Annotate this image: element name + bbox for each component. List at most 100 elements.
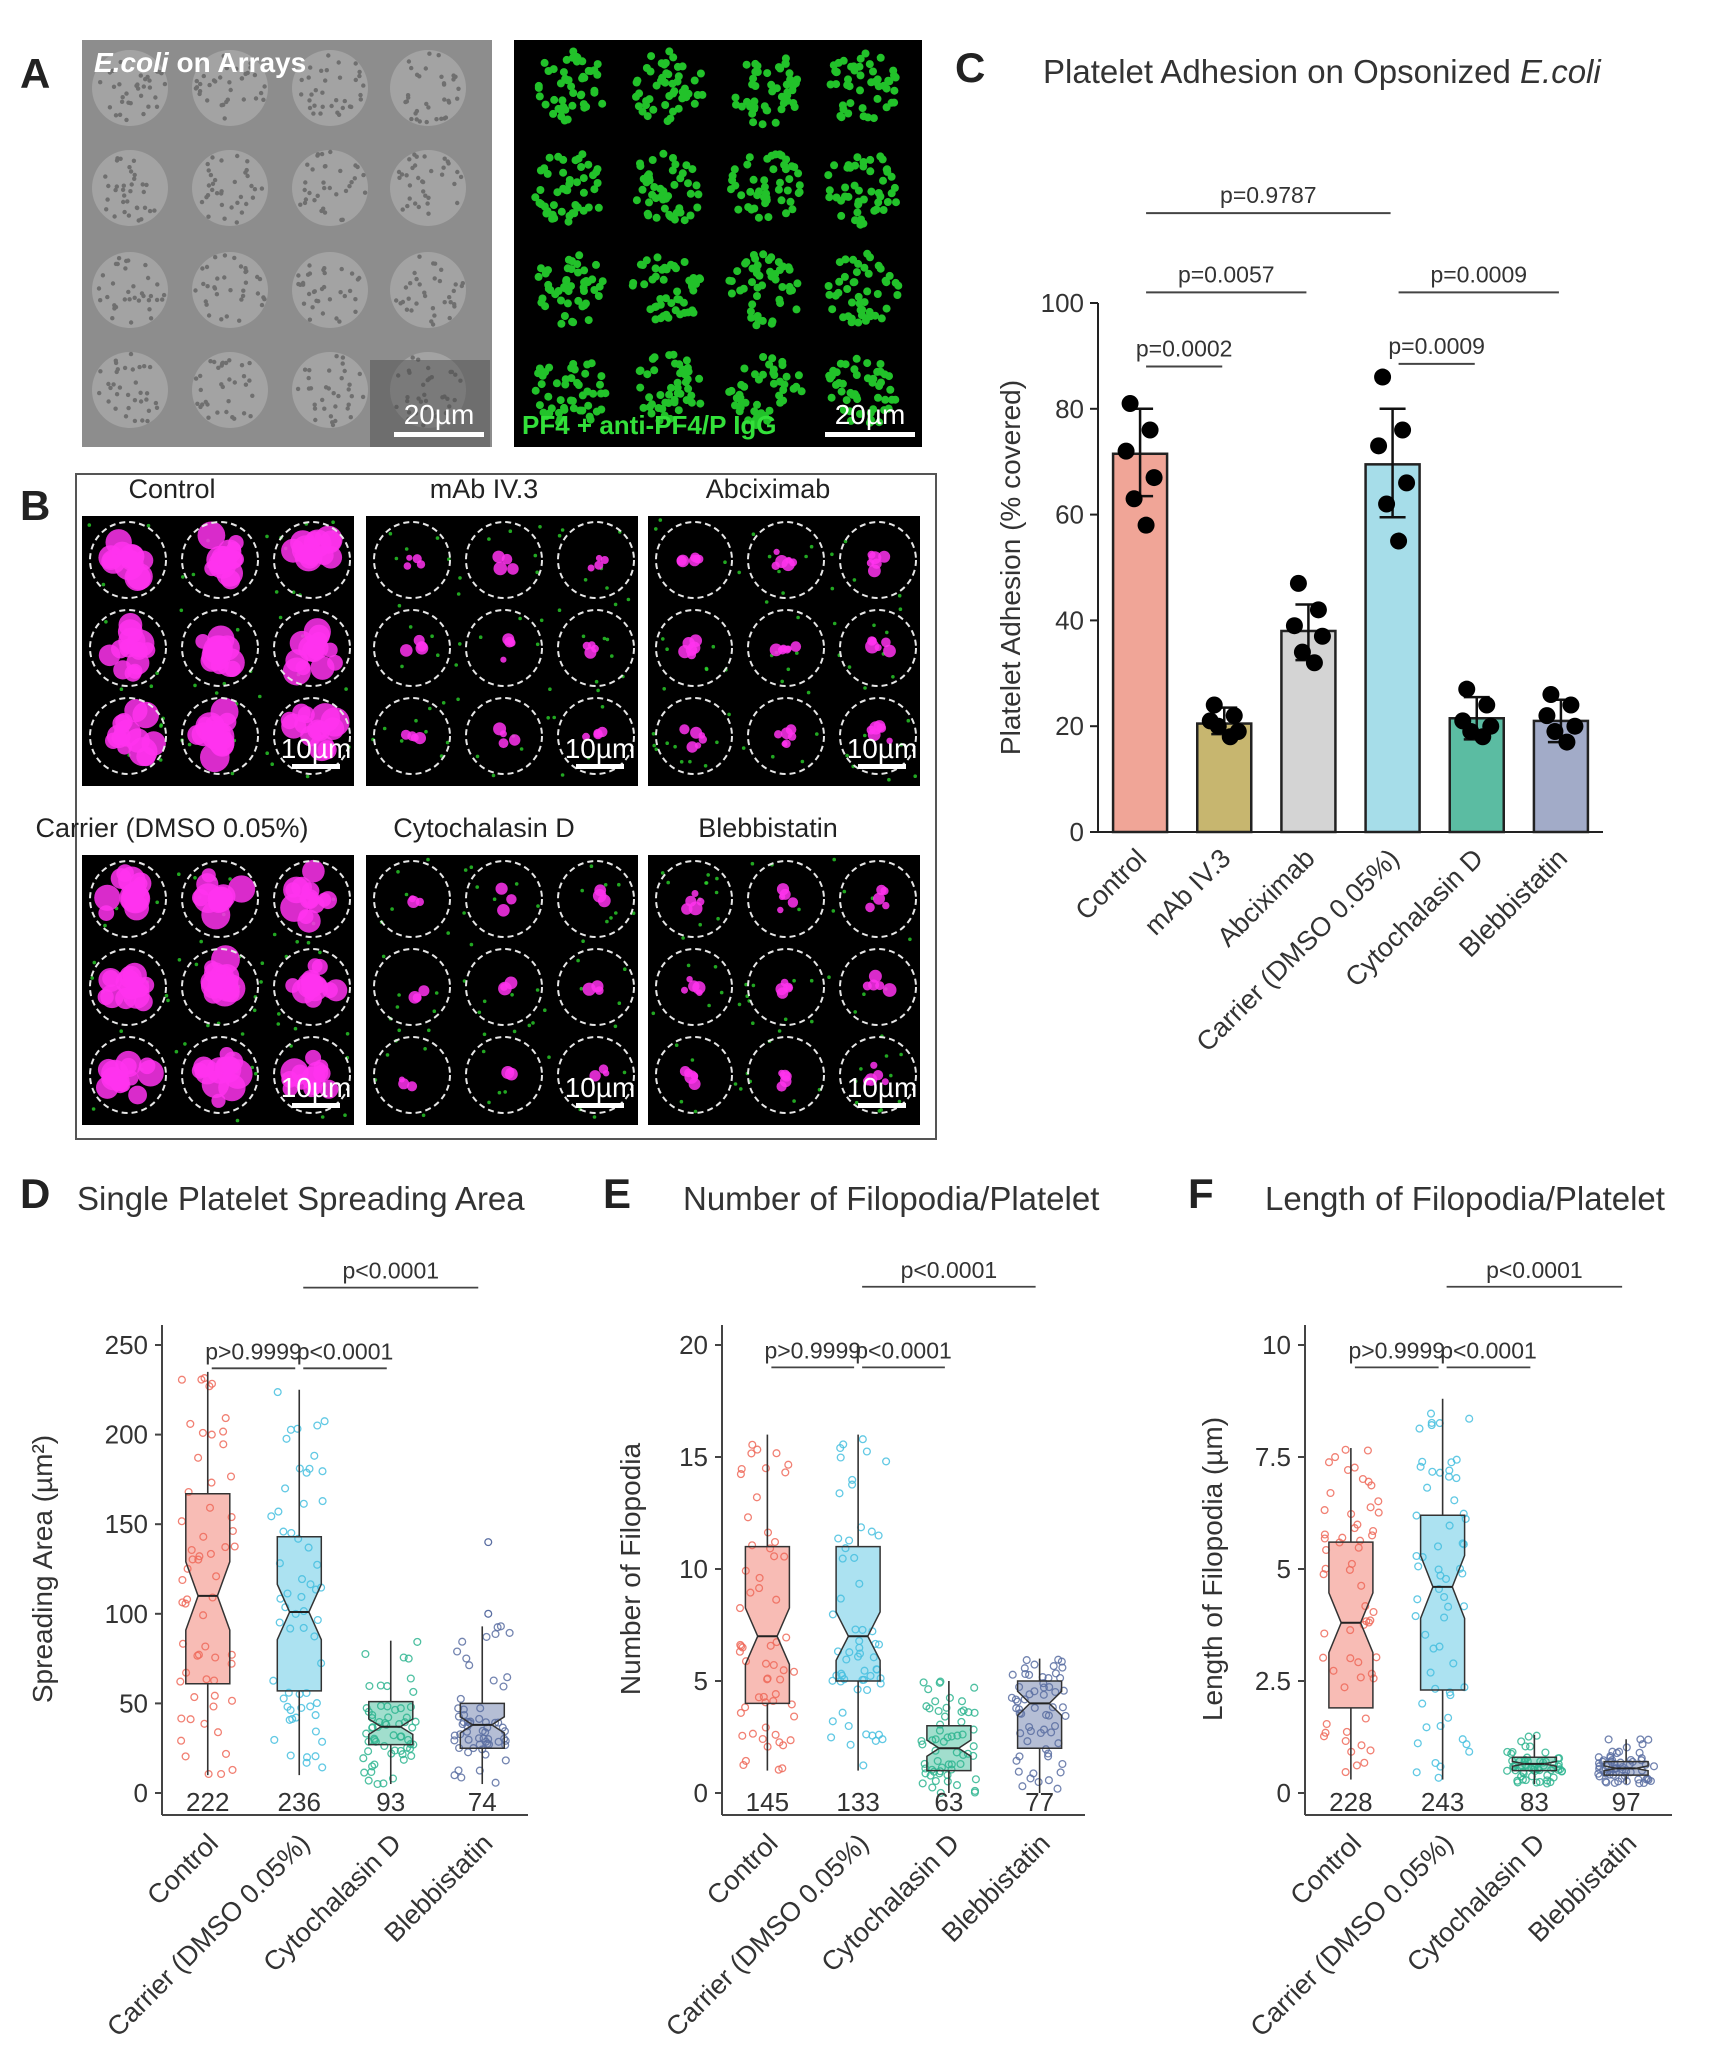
data-point [1022, 1656, 1031, 1665]
fluor-bacterium [560, 312, 569, 320]
data-point [1604, 1735, 1613, 1744]
fluor-bacterium [832, 68, 841, 76]
fluor-bacterium [536, 186, 545, 194]
bacterium-dot [815, 732, 819, 736]
fluor-bacterium [564, 287, 573, 296]
data-point [736, 1640, 745, 1649]
bright-bacterium [358, 97, 363, 102]
fluor-bacterium [876, 360, 885, 368]
bright-bacterium [327, 185, 332, 191]
bright-bacterium [205, 161, 210, 167]
data-point [1025, 1722, 1034, 1732]
fluor-bacterium [628, 281, 637, 290]
data-point [863, 1685, 872, 1695]
bright-bacterium [426, 211, 431, 216]
fluor-bacterium [652, 302, 661, 311]
array-spot-outline [373, 1036, 451, 1114]
bacterium-dot [462, 911, 466, 915]
fluor-bacterium [588, 275, 597, 284]
fluor-bacterium [797, 387, 806, 396]
data-point [1360, 1758, 1369, 1767]
bright-bacterium [222, 116, 227, 121]
platelet-blob [191, 1062, 208, 1079]
fluor-ecoli-cluster [628, 253, 705, 324]
bacterium-dot [662, 687, 666, 691]
condition-label: mAb IV.3 [430, 474, 539, 504]
scale-bar-a2 [825, 432, 915, 437]
data-point [1352, 1761, 1361, 1770]
data-point [925, 1704, 934, 1713]
n-label: 228 [1329, 1787, 1372, 1817]
data-point [202, 1675, 211, 1684]
data-point [279, 1694, 288, 1703]
bright-bacterium [138, 399, 144, 404]
bacterium-dot [456, 592, 461, 596]
bright-bacterium [103, 174, 108, 179]
data-point [275, 1559, 284, 1568]
data-point [1363, 1446, 1372, 1455]
panel-e-box-chart: Number of Filopodia/Platelet 05101520Num… [615, 1180, 1099, 2042]
bright-bacterium [436, 53, 441, 58]
bright-bacterium [418, 399, 424, 404]
fluor-bacterium [876, 53, 885, 62]
data-point [828, 1610, 837, 1619]
data-point [1042, 1710, 1051, 1719]
bright-bacterium [235, 153, 240, 159]
platelet-blob [784, 645, 792, 653]
bright-bacterium [262, 84, 267, 89]
fluor-bacterium [694, 190, 703, 199]
data-point [1636, 1735, 1645, 1744]
fluor-bacterium [550, 214, 559, 223]
platelet-blob [598, 1064, 609, 1074]
data-point [828, 1676, 837, 1685]
bacterium-dot [527, 1023, 532, 1028]
fluor-bacterium [648, 275, 657, 284]
bright-bacterium [227, 377, 232, 382]
fluor-bacterium [544, 392, 553, 401]
fluor-bacterium [783, 91, 792, 100]
bright-bacterium [130, 58, 135, 63]
data-point [970, 1788, 979, 1797]
bacterium-dot [605, 637, 610, 642]
fluor-bacterium [551, 290, 560, 299]
fluor-bacterium [746, 307, 755, 316]
bright-bacterium [98, 369, 103, 374]
scale-bar-label: 10µm [281, 733, 352, 764]
fluor-bacterium [748, 278, 756, 287]
bright-bacterium [336, 60, 341, 65]
fluor-bacterium [769, 379, 778, 388]
fluor-bacterium [742, 60, 751, 69]
platelet-blob [498, 738, 509, 749]
data-point [1435, 1642, 1444, 1651]
bright-bacterium [451, 77, 456, 82]
bright-bacterium [312, 402, 317, 407]
bacterium-dot [631, 911, 636, 915]
data-point [945, 1693, 954, 1702]
data-point [482, 1632, 491, 1641]
data-point [1527, 1772, 1537, 1781]
data-point [835, 1489, 844, 1498]
y-tick-label: 20 [679, 1330, 708, 1360]
data-point [855, 1579, 864, 1588]
fluor-bacterium [853, 208, 862, 217]
bright-bacterium [206, 214, 211, 219]
bright-bacterium [441, 81, 447, 86]
data-point [396, 1704, 405, 1713]
bright-bacterium [416, 175, 421, 181]
bacterium-dot [397, 603, 402, 608]
bright-bacterium [120, 95, 125, 100]
data-point [1117, 442, 1135, 460]
notched-box [1328, 1541, 1374, 1709]
bacterium-dot [651, 1011, 656, 1016]
bright-bacterium [205, 98, 210, 103]
chart-e-title: Number of Filopodia/Platelet [683, 1180, 1099, 1217]
bacterium-dot [252, 1008, 257, 1013]
bright-bacterium [228, 87, 233, 93]
data-point [320, 1417, 329, 1426]
n-label: 243 [1421, 1787, 1464, 1817]
data-point [1305, 654, 1323, 672]
bacterium-dot [193, 683, 197, 688]
data-point [188, 1555, 197, 1564]
bright-bacterium [446, 161, 451, 166]
platelet-blob [217, 539, 242, 564]
